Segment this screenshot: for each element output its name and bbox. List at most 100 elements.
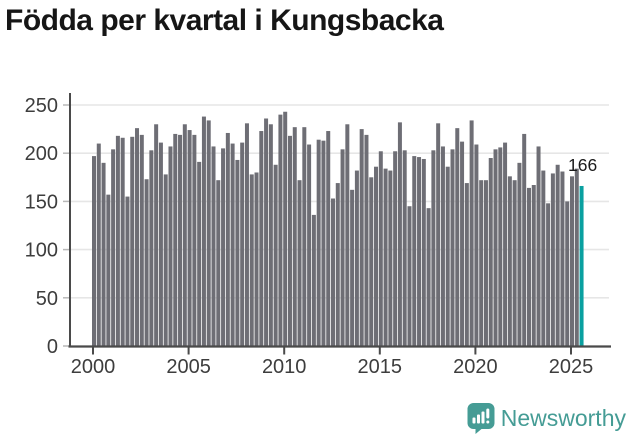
bar-2016-Q4 <box>412 156 417 346</box>
bar-2018-Q1 <box>436 123 441 346</box>
bar-2014-Q4 <box>374 166 379 346</box>
last-value-annotation: 166 <box>568 155 597 175</box>
bar-2018-Q2 <box>440 146 445 346</box>
bar-2023-Q1 <box>531 185 536 346</box>
bar-2007-Q1 <box>225 132 230 346</box>
bar-2010-Q3 <box>292 127 297 346</box>
bar-2015-Q2 <box>383 168 388 346</box>
bar-2017-Q1 <box>417 157 422 346</box>
x-tick-label-2025: 2025 <box>549 356 594 378</box>
bar-2025-Q1 <box>570 176 574 346</box>
bar-2017-Q3 <box>426 208 431 346</box>
bar-2003-Q1 <box>149 150 154 346</box>
bar-2016-Q3 <box>407 206 412 346</box>
bar-2020-Q3 <box>483 180 488 346</box>
bar-2015-Q4 <box>393 151 398 346</box>
bar-2005-Q3 <box>197 161 202 346</box>
bar-2020-Q1 <box>474 144 479 346</box>
bar-2000-Q2 <box>96 143 101 346</box>
bar-2003-Q2 <box>154 124 159 346</box>
bar-2004-Q2 <box>173 133 178 346</box>
bar-2024-Q4 <box>565 201 570 346</box>
bar-2003-Q4 <box>163 174 168 346</box>
chart-title: Födda per kvartal i Kungsbacka <box>5 4 444 37</box>
bar-2006-Q1 <box>206 120 211 346</box>
bar-2008-Q3 <box>254 172 259 346</box>
bar-2011-Q3 <box>311 214 316 346</box>
bar-2014-Q2 <box>364 134 369 346</box>
newsworthy-logo[interactable]: Newsworthy <box>467 403 626 434</box>
bar-2013-Q1 <box>340 149 345 346</box>
bar-2009-Q1 <box>264 118 269 346</box>
y-tick-label-0: 0 <box>47 336 58 358</box>
bar-2014-Q1 <box>359 129 364 346</box>
bar-2021-Q3 <box>503 142 508 346</box>
newsworthy-logo-text: Newsworthy <box>500 405 626 431</box>
x-tick-label-2000: 2000 <box>71 356 116 378</box>
bar-2018-Q4 <box>450 149 455 346</box>
bar-2004-Q3 <box>178 134 183 346</box>
bar-2017-Q2 <box>421 158 426 346</box>
bar-2022-Q1 <box>512 180 517 346</box>
bar-2005-Q4 <box>201 116 206 346</box>
bar-2006-Q2 <box>211 146 216 346</box>
bar-2023-Q4 <box>546 203 551 346</box>
bar-2005-Q1 <box>187 130 192 346</box>
bar-2019-Q4 <box>469 120 474 346</box>
bar-2021-Q2 <box>498 147 503 346</box>
bar-2006-Q3 <box>216 180 221 346</box>
x-tick-label-2005: 2005 <box>166 356 211 378</box>
x-tick-label-2010: 2010 <box>262 356 307 378</box>
bar-2010-Q2 <box>287 135 292 346</box>
bar-2023-Q2 <box>536 146 541 346</box>
bar-2008-Q1 <box>244 123 249 346</box>
bar-2014-Q3 <box>369 177 374 346</box>
y-tick-label-250: 250 <box>25 95 58 117</box>
bar-2018-Q3 <box>445 166 450 346</box>
y-tick-label-150: 150 <box>25 191 58 213</box>
newsworthy-speech-bubble-bar-chart-icon <box>467 403 495 434</box>
bar-2016-Q1 <box>397 122 402 346</box>
bar-2019-Q2 <box>460 141 465 346</box>
bar-2008-Q4 <box>259 131 264 346</box>
bar-2004-Q1 <box>168 146 173 346</box>
bar-2012-Q3 <box>331 198 335 346</box>
bar-2001-Q3 <box>120 137 125 346</box>
bar-2010-Q4 <box>297 180 302 346</box>
bar-2001-Q4 <box>125 196 130 346</box>
bar-2009-Q3 <box>273 164 278 346</box>
bar-2009-Q4 <box>278 114 283 346</box>
bar-2007-Q3 <box>235 159 240 346</box>
bar-2016-Q2 <box>402 150 407 346</box>
bar-2003-Q3 <box>158 142 163 346</box>
bar-2006-Q4 <box>221 148 226 346</box>
bar-2010-Q1 <box>283 111 288 346</box>
bar-2001-Q2 <box>115 135 120 346</box>
bar-2025-Q2 <box>574 168 579 346</box>
bar-2012-Q4 <box>335 183 340 346</box>
bar-2002-Q1 <box>130 136 135 346</box>
bar-2022-Q4 <box>526 187 531 346</box>
y-tick-label-100: 100 <box>25 240 58 262</box>
bar-2021-Q4 <box>507 176 512 346</box>
bar-2019-Q3 <box>464 183 469 346</box>
bar-2011-Q4 <box>316 139 321 346</box>
y-tick-label-200: 200 <box>25 143 58 165</box>
bar-2013-Q2 <box>345 124 350 346</box>
x-tick-label-2020: 2020 <box>453 356 498 378</box>
bar-2025-Q3 <box>579 185 584 346</box>
bar-2007-Q4 <box>240 142 245 346</box>
bar-2002-Q4 <box>144 179 149 346</box>
bar-2019-Q1 <box>455 128 460 346</box>
bar-2022-Q2 <box>517 162 522 346</box>
bar-2017-Q4 <box>431 150 436 346</box>
bar-2000-Q1 <box>92 156 96 346</box>
bar-2013-Q4 <box>354 170 359 346</box>
bar-2000-Q4 <box>106 194 111 346</box>
bar-2015-Q3 <box>388 170 393 346</box>
bar-2001-Q1 <box>111 149 116 346</box>
bar-2000-Q3 <box>101 162 106 346</box>
bar-2012-Q1 <box>321 140 326 346</box>
bar-2023-Q3 <box>541 170 546 346</box>
